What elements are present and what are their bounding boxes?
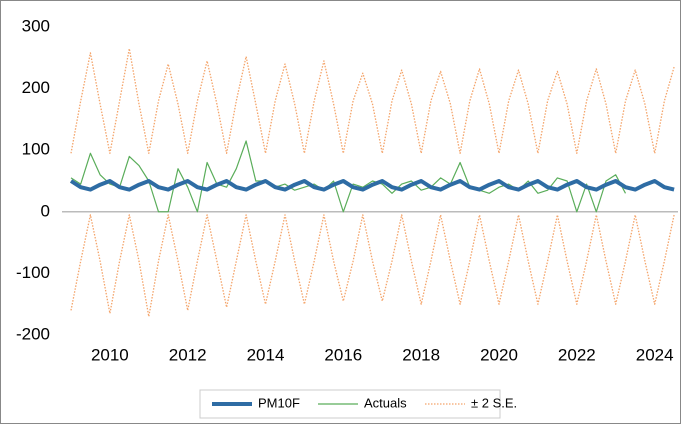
x-tick-label: 2010: [91, 345, 129, 364]
x-tick-label: 2024: [636, 345, 674, 364]
series-line: [70, 47, 675, 154]
x-tick-label: 2016: [324, 345, 362, 364]
y-tick-label: 200: [22, 78, 50, 97]
y-tick-label: 300: [22, 16, 50, 35]
series-line: [69, 179, 675, 192]
x-tick-label: 2020: [480, 345, 518, 364]
y-tick-label: -200: [16, 324, 50, 343]
series-line: [70, 214, 675, 318]
legend-label: Actuals: [364, 395, 407, 410]
x-tick-label: 2022: [558, 345, 596, 364]
series-line: [70, 140, 627, 213]
legend-label: PM10F: [258, 395, 300, 410]
x-tick-label: 2012: [169, 345, 207, 364]
x-tick-label: 2014: [247, 345, 285, 364]
y-tick-label: 0: [41, 201, 50, 220]
y-tick-label: -100: [16, 263, 50, 282]
legend-label: ± 2 S.E.: [471, 395, 517, 410]
y-tick-label: 100: [22, 140, 50, 159]
x-tick-label: 2018: [402, 345, 440, 364]
